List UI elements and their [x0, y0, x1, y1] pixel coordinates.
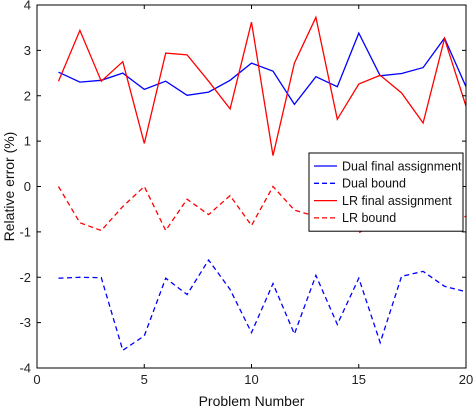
x-tick-label: 10 [244, 372, 258, 387]
y-tick-label: -3 [19, 315, 31, 330]
legend-entry: LR bound [342, 211, 396, 225]
x-tick-label: 0 [33, 372, 40, 387]
series-line-1 [58, 31, 466, 106]
legend-entry: Dual final assignment [342, 159, 462, 173]
x-tick-label: 20 [459, 372, 473, 387]
x-tick-label: 5 [141, 372, 148, 387]
legend-entry: Dual bound [342, 177, 406, 191]
legend-entry: LR final assignment [342, 194, 452, 208]
y-tick-label: 3 [24, 43, 31, 58]
y-tick-label: 2 [24, 88, 31, 103]
series-line-3 [57, 15, 466, 156]
x-axis-label: Problem Number [199, 393, 305, 409]
x-tick-label: 15 [352, 372, 366, 387]
y-tick-label: 4 [24, 0, 31, 13]
y-axis-label: Relative error (%) [1, 132, 17, 242]
y-tick-label: 0 [24, 179, 31, 194]
y-tick-label: -4 [19, 361, 31, 376]
series-line-2 [58, 258, 466, 352]
y-tick-label: -1 [19, 224, 31, 239]
axes: 0 5 10 15 20 -4 -3 -2 -1 0 1 2 3 4 [19, 0, 473, 387]
y-tick-label: -2 [19, 270, 31, 285]
y-tick-label: 1 [24, 134, 31, 149]
legend: Dual final assignment Dual bound LR final … [308, 152, 464, 232]
